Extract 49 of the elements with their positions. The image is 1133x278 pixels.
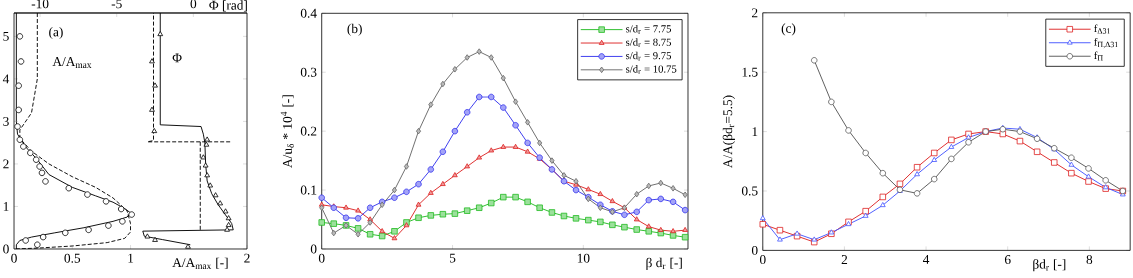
legend-label: s/d$_{r}$ = 8.75 (626, 38, 672, 48)
legend-label: s/d$_{r}$ = 9.75 (626, 51, 672, 61)
y-tick-label: 2 (3, 159, 9, 169)
x-tick-label: 5 (449, 253, 456, 263)
y-tick-label: 0 (310, 244, 317, 254)
x-tick-label: 6 (1004, 255, 1011, 265)
x-tick-label: 0 (11, 253, 17, 263)
x-tick-label: 0 (759, 255, 766, 265)
x-tick-label: 0 (318, 253, 325, 263)
annotation: (a) (49, 26, 63, 40)
legend-label: f$_{Δ31}$ (1094, 24, 1110, 34)
x-tick-label: 10 (577, 253, 590, 263)
y-tick-label: 0.1 (300, 185, 317, 195)
x-tick-label: 8 (1086, 255, 1093, 265)
legend-label: f$_{Π,Δ31}$ (1094, 37, 1118, 49)
y-tick-label: 0.2 (300, 126, 317, 136)
x2-tick-label: 0 (190, 0, 197, 9)
legend-label: f$_{Π}$ (1094, 51, 1103, 61)
y-tick-label: 0.4 (300, 8, 317, 18)
y-tick-label: 1 (752, 127, 758, 136)
x-tick-label: 2 (244, 253, 250, 263)
x-tick-label: 4 (922, 255, 930, 264)
y-tick-label: 1.5 (742, 67, 758, 77)
y-axis-title: A/u$_{δ}$ * 10$^{4}$ [-] (280, 95, 294, 168)
legend-label: s/d$_{r}$ = 10.75 (626, 65, 677, 74)
legend-label: s/d$_{r}$ = 7.75 (626, 24, 672, 34)
y-tick-label: 0 (3, 244, 9, 254)
y-tick-label: 1 (3, 202, 9, 211)
y-tick-label: 2 (752, 8, 758, 18)
x-axis-title: A/A$_{max}$ [-] (172, 257, 228, 270)
x2-axis-title: Φ [rad] (209, 0, 247, 12)
x2-tick-label: -10 (31, 0, 49, 9)
x2-tick-label: -5 (111, 0, 122, 9)
x-tick-label: 1 (128, 253, 134, 263)
annotation: (b) (347, 23, 362, 36)
annotation: A/A$_{max}$ (52, 57, 92, 68)
y-tick-label: 5 (3, 31, 9, 41)
annotation: (c) (781, 23, 796, 36)
x-axis-title: βd$_{r}$ [-] (1033, 259, 1066, 272)
y-tick-label: 0 (751, 245, 758, 255)
y-axis-title: A/A(βd$_{r}$=5.5) (722, 95, 735, 169)
x-axis-title: β d$_{r}$ [-] (646, 257, 682, 270)
y-tick-label: 0.3 (300, 67, 317, 77)
y-tick-label: 3 (3, 116, 9, 126)
y-tick-label: 0.5 (741, 186, 758, 196)
annotation: Φ (172, 53, 182, 63)
x-tick-label: 2 (841, 255, 848, 264)
y-tick-label: 4 (2, 74, 10, 84)
x-tick-label: 0.5 (64, 253, 81, 263)
